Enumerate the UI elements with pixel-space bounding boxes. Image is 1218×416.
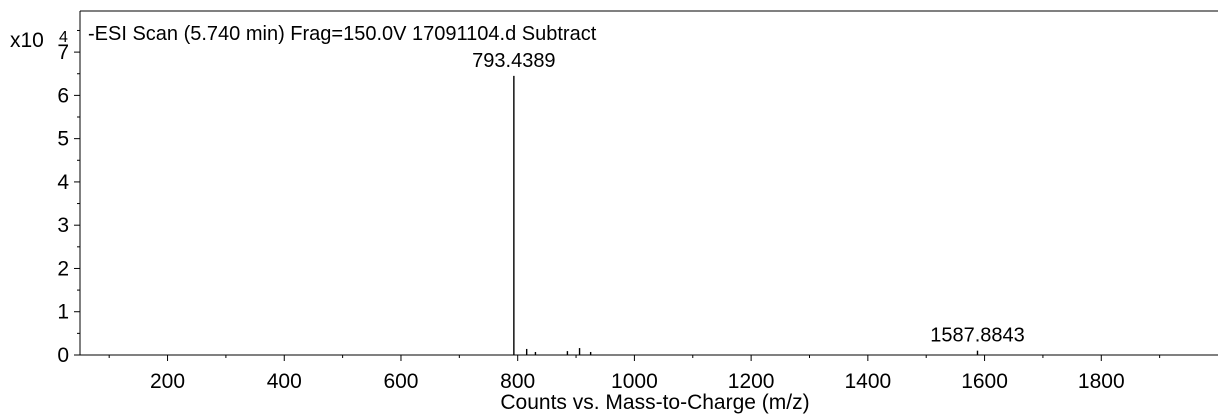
- y-tick-label: 7: [57, 41, 69, 64]
- peaks: 793.4389 1587.8843: [472, 50, 1025, 355]
- y-axis: 0 1 2 3 4 5 6 7: [57, 29, 80, 367]
- chart-text: -ESI Scan (5.740 min) Frag=150.0V 170911…: [10, 23, 810, 414]
- x-tick-label: 1000: [611, 370, 658, 393]
- x-axis: 200 400 600 800 1000 1200 1400 1600 1800: [108, 355, 1161, 393]
- x-tick-label: 800: [500, 370, 535, 393]
- y-tick-label: 0: [57, 344, 69, 367]
- x-tick-label: 1400: [844, 370, 891, 393]
- x-tick-label: 1600: [961, 370, 1008, 393]
- chart-title: -ESI Scan (5.740 min) Frag=150.0V 170911…: [88, 23, 597, 45]
- y-tick-label: 5: [57, 128, 69, 151]
- x-tick-label: 1200: [728, 370, 775, 393]
- y-exponent-label: 4: [59, 29, 68, 46]
- x-tick-label: 600: [383, 370, 418, 393]
- plot-frame: [79, 10, 1218, 356]
- y-tick-label: 6: [57, 84, 69, 107]
- x-tick-label: 1800: [1078, 370, 1125, 393]
- y-tick-label: 4: [57, 171, 69, 194]
- x-tick-label: 200: [150, 370, 185, 393]
- peak-label: 1587.8843: [930, 325, 1025, 347]
- y-tick-label: 1: [57, 301, 69, 324]
- y-tick-label: 2: [57, 257, 69, 280]
- x-axis-label: Counts vs. Mass-to-Charge (m/z): [500, 391, 809, 414]
- y-tick-label: 3: [57, 214, 69, 237]
- y-multiplier-label: x10: [10, 29, 44, 52]
- x-tick-label: 400: [267, 370, 302, 393]
- peak-label: 793.4389: [472, 50, 555, 72]
